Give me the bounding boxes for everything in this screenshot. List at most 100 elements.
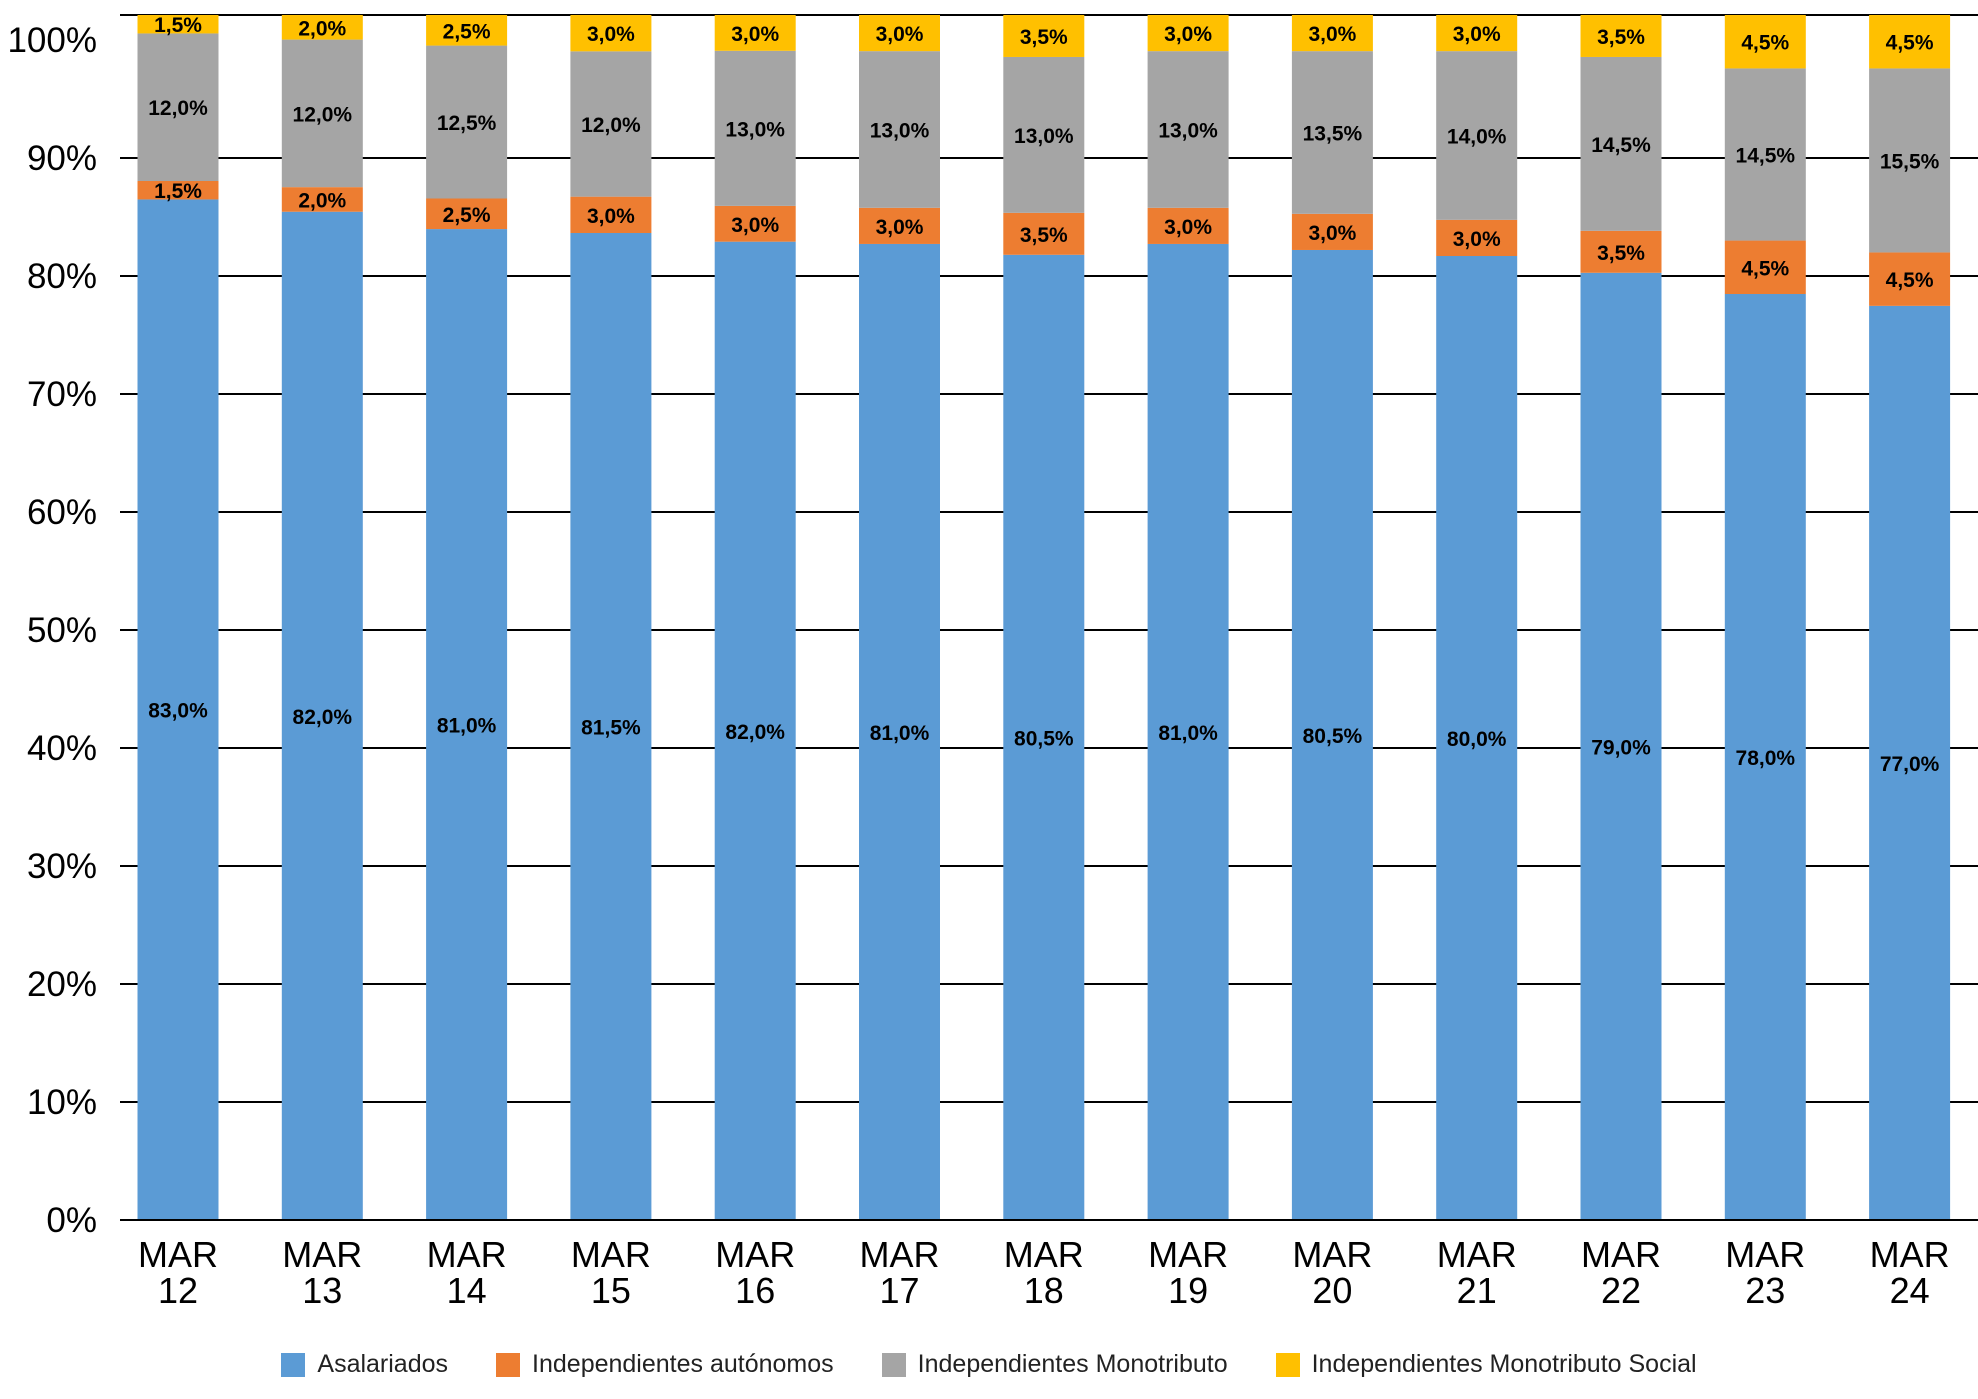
data-label: 81,0%: [437, 715, 497, 738]
data-label: 3,0%: [1164, 23, 1212, 46]
bar-segment: [1436, 15, 1518, 52]
bar-segment: [1291, 15, 1373, 52]
x-tick-label: 17: [879, 1270, 919, 1311]
bar-segment: [1003, 254, 1085, 1220]
bar-segment: [1580, 56, 1662, 231]
bar-segment: [1291, 249, 1373, 1221]
legend-label: Asalariados: [317, 1350, 449, 1378]
x-tick-label: 24: [1890, 1270, 1930, 1311]
bar-segment: [1147, 51, 1229, 208]
x-tick-label: MAR: [1725, 1234, 1805, 1275]
data-label: 80,5%: [1303, 725, 1363, 748]
data-label: 2,0%: [298, 189, 346, 212]
x-tick-label: MAR: [860, 1234, 940, 1275]
data-label: 15,5%: [1880, 150, 1940, 173]
data-label: 14,0%: [1447, 126, 1507, 149]
y-tick-label: 10%: [27, 1083, 97, 1122]
x-tick-label: MAR: [1870, 1234, 1950, 1275]
y-tick-label: 90%: [27, 139, 97, 178]
data-label: 4,5%: [1886, 32, 1934, 55]
data-label: 3,0%: [1308, 23, 1356, 46]
legend-swatch: [281, 1352, 306, 1377]
data-label: 4,5%: [1741, 257, 1789, 280]
data-label: 12,0%: [581, 114, 641, 137]
bar-segment: [1869, 15, 1951, 69]
y-tick-label: 0%: [46, 1201, 97, 1240]
legend-item: Independientes Monotributo Social: [1275, 1350, 1697, 1379]
bar-segment: [570, 232, 652, 1221]
bar-segment: [426, 229, 508, 1220]
bar-segment: [426, 15, 508, 46]
bar-segment: [714, 15, 796, 51]
legend-item: Asalariados: [281, 1350, 448, 1379]
x-tick-label: 21: [1457, 1270, 1497, 1311]
bar-segment: [1869, 305, 1951, 1220]
bar-segment: [1724, 15, 1806, 69]
x-tick-label: 20: [1312, 1270, 1352, 1311]
bar-segment: [1436, 51, 1518, 220]
data-label: 81,5%: [581, 716, 641, 739]
legend-label: Independientes Monotributo Social: [1311, 1350, 1697, 1378]
data-label: 80,0%: [1447, 728, 1507, 751]
data-label: 13,0%: [870, 119, 930, 142]
bar-segment: [570, 51, 652, 197]
bar-segment: [137, 33, 219, 181]
bar-segment: [1869, 68, 1951, 253]
x-tick-label: MAR: [1004, 1234, 1084, 1275]
x-tick-label: 15: [591, 1270, 631, 1311]
data-label: 77,0%: [1880, 753, 1940, 776]
data-label: 82,0%: [293, 706, 353, 729]
data-label: 3,0%: [587, 23, 635, 46]
data-label: 3,5%: [1597, 26, 1645, 49]
y-tick-label: 20%: [27, 965, 97, 1004]
data-label: 4,5%: [1741, 32, 1789, 55]
data-label: 3,0%: [731, 23, 779, 46]
x-tick-label: 19: [1168, 1270, 1208, 1311]
x-tick-label: 12: [158, 1270, 198, 1311]
bar-segment: [1147, 15, 1229, 52]
bar-segment: [137, 180, 219, 200]
data-label: 13,5%: [1303, 122, 1363, 145]
data-label: 83,0%: [148, 700, 208, 723]
bar-segment: [1003, 15, 1085, 57]
bar-segment: [1580, 15, 1662, 57]
data-label: 4,5%: [1886, 269, 1934, 292]
data-label: 81,0%: [870, 722, 930, 745]
data-label: 13,0%: [1158, 119, 1218, 142]
data-label: 14,5%: [1736, 144, 1796, 167]
bar-segment: [1580, 230, 1662, 273]
bar-segment: [1147, 207, 1229, 244]
data-label: 13,0%: [1014, 125, 1074, 148]
bar-segment: [1436, 256, 1518, 1220]
data-label: 12,0%: [293, 103, 353, 126]
data-label: 3,0%: [1308, 222, 1356, 245]
x-tick-label: MAR: [1148, 1234, 1228, 1275]
y-tick-label: 80%: [27, 257, 97, 296]
bar-segment: [714, 50, 796, 206]
bar-segment: [1580, 272, 1662, 1220]
bar-segment: [859, 207, 940, 244]
bar-segment: [859, 15, 940, 52]
x-tick-label: MAR: [1581, 1234, 1661, 1275]
data-label: 14,5%: [1591, 134, 1651, 157]
data-label: 3,5%: [1020, 26, 1068, 49]
data-label: 3,0%: [1453, 23, 1501, 46]
bar-segment: [714, 241, 796, 1220]
legend: Asalariados Independientes autónomos Indep…: [0, 1350, 1978, 1379]
x-tick-label: 13: [302, 1270, 342, 1311]
bar-segment: [1724, 293, 1806, 1221]
data-label: 3,0%: [876, 23, 924, 46]
data-label: 3,0%: [1453, 228, 1501, 251]
data-label: 3,0%: [587, 205, 635, 228]
x-tick-label: 22: [1601, 1270, 1641, 1311]
data-label: 3,5%: [1020, 224, 1068, 247]
data-label: 2,5%: [443, 20, 491, 43]
bar-segment: [426, 45, 508, 199]
data-label: 3,0%: [876, 216, 924, 239]
x-tick-label: MAR: [282, 1234, 362, 1275]
bar-segment: [1869, 252, 1951, 306]
legend-swatch: [496, 1352, 521, 1377]
x-tick-label: MAR: [1437, 1234, 1517, 1275]
bar-segment: [137, 15, 219, 34]
data-label: 79,0%: [1591, 736, 1651, 759]
